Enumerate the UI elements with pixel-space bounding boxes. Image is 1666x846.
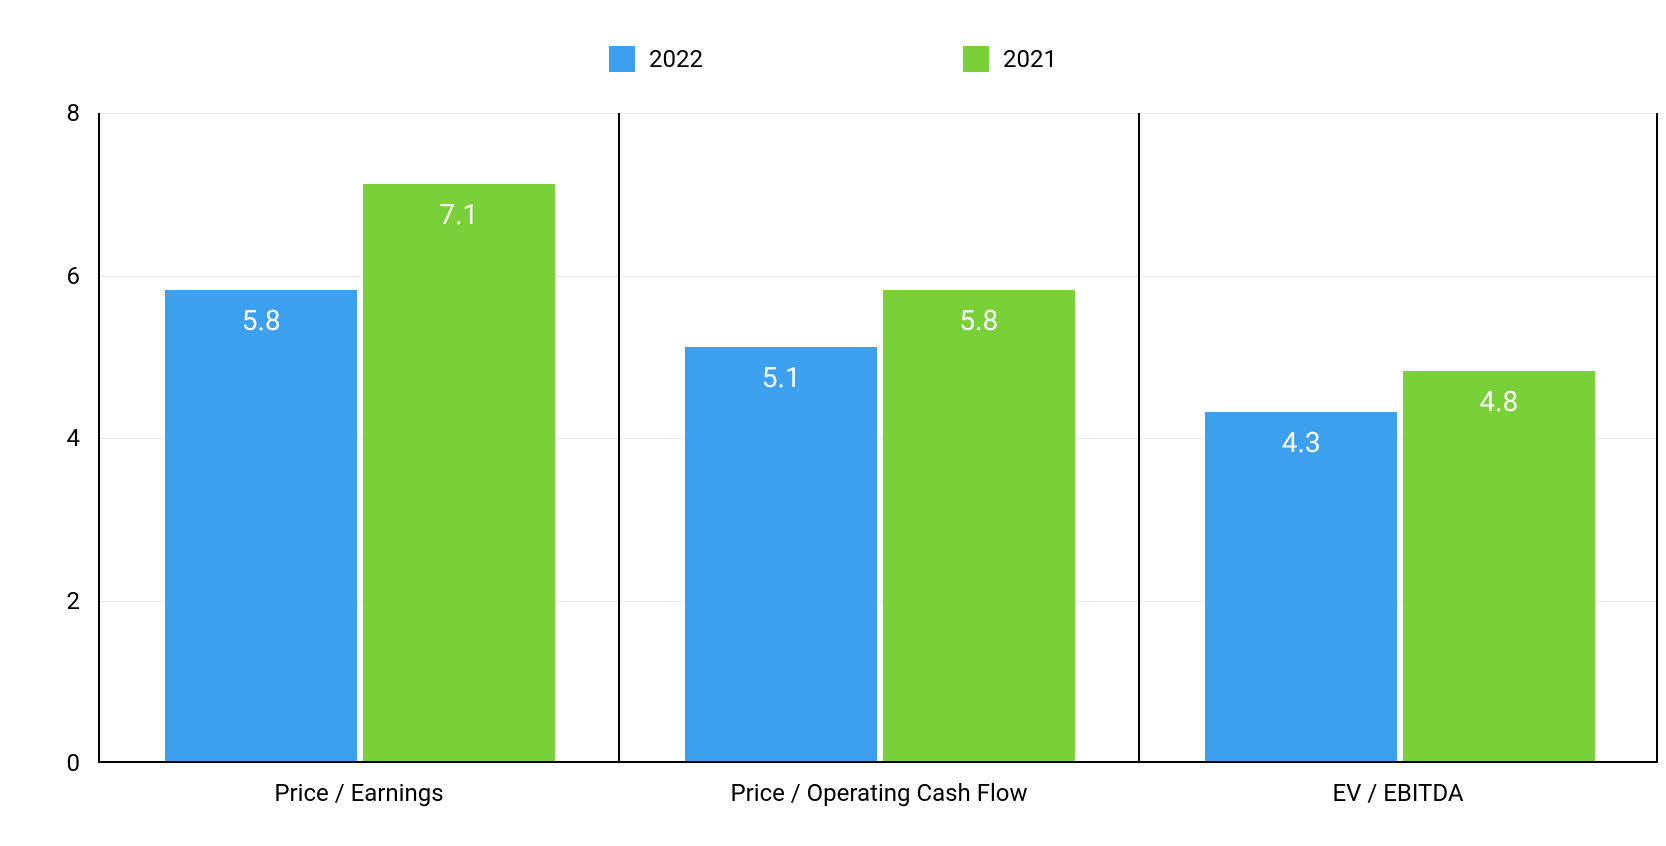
legend-swatch-2022 — [609, 46, 635, 72]
y-axis-tick: 6 — [67, 262, 99, 290]
y-axis-tick: 2 — [67, 587, 99, 615]
gridline — [620, 276, 1138, 277]
bar: 7.1 — [363, 184, 555, 761]
chart-legend: 2022 2021 — [0, 45, 1666, 73]
valuation-multiples-chart: 2022 2021 024685.87.1Price / Earnings5.1… — [0, 0, 1666, 846]
bar: 4.8 — [1403, 371, 1595, 761]
x-axis-label: Price / Operating Cash Flow — [620, 761, 1138, 807]
bar-value-label: 4.8 — [1403, 385, 1595, 418]
bar: 5.8 — [883, 290, 1075, 761]
y-axis-tick: 0 — [67, 749, 99, 777]
chart-panel: 5.87.1Price / Earnings — [98, 113, 618, 763]
x-axis-label: EV / EBITDA — [1140, 761, 1656, 807]
bar: 4.3 — [1205, 412, 1397, 761]
bar-value-label: 5.8 — [165, 304, 357, 337]
bar-value-label: 4.3 — [1205, 426, 1397, 459]
plot-area: 024685.87.1Price / Earnings5.15.8Price /… — [98, 113, 1658, 763]
y-axis-tick: 8 — [67, 99, 99, 127]
gridline — [1140, 113, 1656, 114]
bar: 5.8 — [165, 290, 357, 761]
legend-item-2021: 2021 — [963, 45, 1057, 73]
bar-value-label: 5.8 — [883, 304, 1075, 337]
y-axis-tick: 4 — [67, 424, 99, 452]
legend-label-2022: 2022 — [649, 45, 703, 73]
legend-swatch-2021 — [963, 46, 989, 72]
bar-value-label: 7.1 — [363, 198, 555, 231]
gridline — [1140, 276, 1656, 277]
bar: 5.1 — [685, 347, 877, 761]
x-axis-label: Price / Earnings — [100, 761, 618, 807]
gridline — [620, 113, 1138, 114]
gridline — [100, 113, 618, 114]
bar-value-label: 5.1 — [685, 361, 877, 394]
legend-item-2022: 2022 — [609, 45, 703, 73]
chart-panel: 4.34.8EV / EBITDA — [1138, 113, 1658, 763]
chart-panel: 5.15.8Price / Operating Cash Flow — [618, 113, 1138, 763]
legend-label-2021: 2021 — [1003, 45, 1057, 73]
